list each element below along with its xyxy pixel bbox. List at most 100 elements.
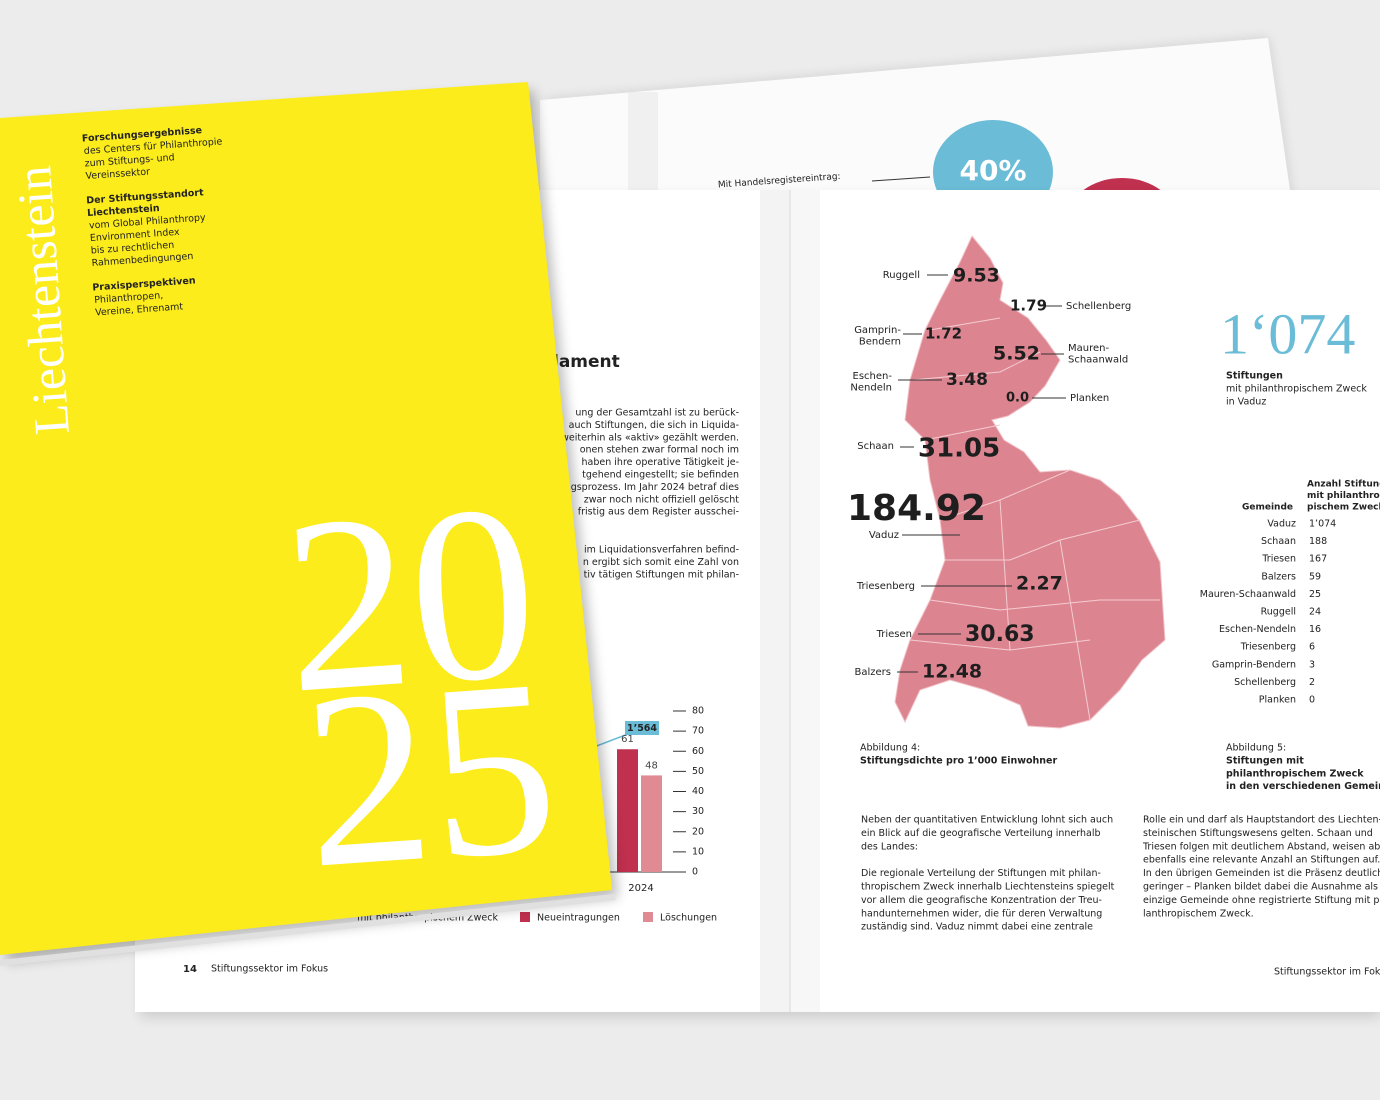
body-line: lanthropischem Zweck. [1143,908,1254,919]
body-line: des Landes: [861,841,918,852]
municipality-name: Balzers [855,667,892,678]
cover-year: 20 [276,452,545,746]
table-cell: 24 [1309,607,1321,618]
body-line: Rolle ein und darf als Hauptstandort des… [1143,815,1380,826]
y-tick-label: 10 [692,846,704,857]
body-line: steinischen Stiftungswesens gelten. Scha… [1143,828,1373,839]
municipality-name: Triesen [876,629,912,640]
municipality-value: 9.53 [953,265,1000,287]
cover-line: Vereinssektor [85,167,150,182]
municipality-name: Vaduz [869,530,899,541]
table-cell: 1’074 [1309,519,1336,530]
cover-edge [0,894,616,966]
caption-title: philanthropischem Zweck [1226,768,1364,779]
municipality-name: Nendeln [850,383,892,394]
municipality-value: 3.48 [946,370,988,390]
body-line: geringer – Planken bildet dabei die Ausn… [1143,882,1378,893]
y-tick-label: 40 [692,786,704,797]
cover [0,82,612,955]
municipality-name: Gamprin- [854,325,901,336]
municipality-value: 31.05 [918,434,1000,464]
body-line: In den übrigen Gemeinden ist die Präsenz… [1143,868,1380,879]
table-cell: Ruggell [1261,607,1296,618]
bar [617,749,638,872]
table-header: Anzahl Stiftungen [1307,480,1380,490]
paragraph-line: onen stehen zwar formal noch im [580,445,739,456]
table-header: mit philanthro- [1307,491,1380,501]
footer: Stiftungssektor im Fokus [1274,967,1380,978]
content: lament ung der Gesamtzahl ist zu berück-a… [183,265,1380,978]
municipality-name: Ruggell [883,270,920,281]
body-line: handunternehmen wider, die für deren Ver… [861,908,1102,919]
table-cell: 188 [1309,536,1327,547]
heading: lament [553,352,620,372]
municipality-name: Eschen- [853,371,893,382]
municipality-name: Schellenberg [1066,301,1131,312]
caption-title: Stiftungen mit [1226,756,1304,767]
legend-swatch [643,912,653,922]
highlight-line: in Vaduz [1226,397,1266,408]
paragraph-line: gsprozess. Im Jahr 2024 betraf dies [571,482,739,493]
table-cell: 25 [1309,589,1321,600]
table-cell: Triesen [1261,554,1296,565]
municipality-name: Schaanwald [1068,355,1128,366]
municipality-value: 30.63 [965,622,1035,647]
highlight-value: 1‘074 [1220,301,1355,366]
table-cell: 0 [1309,695,1315,706]
table-header: Gemeinde [1242,503,1293,513]
table-cell: Schellenberg [1234,677,1296,688]
map-lines [909,317,1160,721]
municipality-value: 0.0 [1006,391,1029,406]
municipality-value: 5.52 [993,343,1040,365]
y-tick-label: 60 [692,746,704,757]
gutter-left [760,190,790,1012]
body-line: ebenfalls eine relevante Anzahl an Stift… [1143,855,1380,866]
municipality-value: 184.92 [847,488,986,529]
body-line: einzige Gemeinde ohne registrierte Stift… [1143,895,1380,906]
footer: Stiftungssektor im Fokus [211,964,328,975]
cover-heading: Liechtenstein [87,203,160,219]
x-tick-label: 2024 [628,883,653,894]
bar-label: 48 [645,760,658,771]
table-cell: 16 [1309,624,1321,635]
bar [641,775,662,872]
table-cell: Vaduz [1267,519,1296,530]
municipality-value: 1.72 [925,325,962,343]
table-cell: 2 [1309,677,1315,688]
body-line: vor allem die geografische Konzentration… [861,895,1102,906]
paragraph-line: im Liquidationsverfahren befind- [584,545,739,556]
table-header: pischem Zweck [1307,503,1380,513]
table-cell: 59 [1309,571,1321,582]
map-borders [909,317,1160,721]
body-line: Triesen folgen mit deutlichem Abstand, w… [1142,841,1380,852]
paragraph-line: tgehend eingestellt; sie befinden [582,470,739,481]
body-line: Neben der quantitativen Entwicklung lohn… [861,815,1113,826]
y-tick-label: 70 [692,726,704,737]
cover-line: Philanthropen, [94,290,164,306]
y-tick-label: 30 [692,806,704,817]
municipality-name: Planken [1070,393,1109,404]
municipality-name: Triesenberg [856,581,915,592]
table-cell: Eschen-Nendeln [1219,624,1296,635]
legend-label: Löschungen [660,913,717,924]
y-tick-label: 20 [692,826,704,837]
bar-label: 61 [621,734,634,745]
municipality-value: 1.79 [1010,297,1047,315]
paragraph-line: tiv tätigen Stiftungen mit philan- [584,569,739,580]
paragraph-line: weiterhin als «aktiv» gezählt werden. [561,432,739,443]
cover-year: 25 [296,627,565,921]
paragraph-line: fristig aus dem Register ausschei- [578,507,739,518]
table-cell: 167 [1309,554,1327,565]
highlight-label: Stiftungen [1226,371,1283,382]
caption-label: Abbildung 4: [860,743,920,754]
legend-swatch [520,912,530,922]
municipality-value: 12.48 [922,661,982,683]
table-cell: Planken [1259,695,1296,706]
back-page [540,38,1290,190]
y-tick-label: 80 [692,706,704,717]
paragraph-line: zwar noch nicht offiziell gelöscht [584,494,740,505]
municipality-name: Bendern [859,337,901,348]
table-cell: Balzers [1261,571,1296,582]
